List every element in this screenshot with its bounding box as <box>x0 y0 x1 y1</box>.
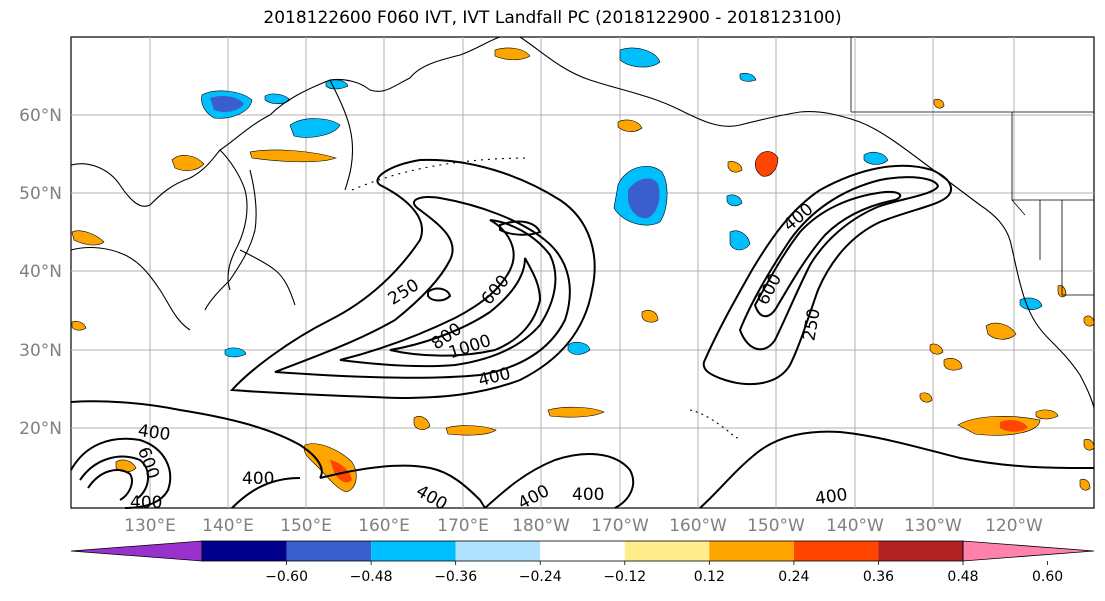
longitude-labels: 130°E 140°E 150°E 160°E 170°E 180°W 170°… <box>124 516 1043 536</box>
lon-label: 130°E <box>124 516 176 536</box>
lon-label: 120°W <box>985 516 1043 536</box>
lon-label: 160°E <box>358 516 410 536</box>
lon-label: 140°E <box>202 516 254 536</box>
colorbar-tick-label: 0.48 <box>947 569 978 585</box>
colorbar-tick-label: 0.60 <box>1032 569 1063 585</box>
lon-label: 140°W <box>826 516 884 536</box>
colorbar-tick-label: −0.36 <box>434 569 477 585</box>
lon-label: 150°W <box>747 516 805 536</box>
contour-label: 400 <box>130 493 162 513</box>
colorbar-tick-label: 0.24 <box>778 569 809 585</box>
colorbar-tick-label: −0.60 <box>265 569 308 585</box>
colorbar-swatch <box>878 541 963 561</box>
lat-label: 30°N <box>19 341 62 361</box>
contour-label: 400 <box>137 421 172 445</box>
map-title: 2018122600 F060 IVT, IVT Landfall PC (20… <box>263 8 842 28</box>
latitude-labels: 60°N 50°N 40°N 30°N 20°N <box>19 106 62 439</box>
colorbar-extend-high <box>962 540 1095 562</box>
lon-label: 170°E <box>437 516 489 536</box>
contour-label: 400 <box>814 485 849 509</box>
colorbar-tick-label: −0.24 <box>519 569 562 585</box>
ivt-contours <box>70 158 1094 509</box>
colorbar: −0.60 −0.48 −0.36 −0.24 −0.12 0.12 0.24 0.36 0.4… <box>70 540 1095 585</box>
lat-label: 50°N <box>19 184 62 204</box>
colorbar-extend-low <box>70 540 203 562</box>
colorbar-tick-label: 0.12 <box>694 569 725 585</box>
colorbar-swatch <box>709 541 794 561</box>
contour-label: 400 <box>242 469 274 489</box>
lon-label: 170°W <box>591 516 649 536</box>
lat-label: 60°N <box>19 106 62 126</box>
colorbar-swatch <box>286 541 372 561</box>
lat-label: 20°N <box>19 419 62 439</box>
coastlines <box>70 36 1095 439</box>
colorbar-tick-label: 0.36 <box>863 569 894 585</box>
colorbar-tick-label: −0.48 <box>350 569 393 585</box>
lon-label: 130°W <box>904 516 962 536</box>
colorbar-swatch <box>371 541 456 561</box>
lat-label: 40°N <box>19 262 62 282</box>
colorbar-tick-label: −0.12 <box>603 569 646 585</box>
colorbar-swatch <box>540 541 625 561</box>
contour-label: 400 <box>572 485 604 505</box>
colorbar-swatch <box>793 541 879 561</box>
colorbar-swatch <box>624 541 710 561</box>
colorbar-outline <box>201 540 964 562</box>
borders <box>850 37 1094 296</box>
colorbar-swatch <box>202 541 287 561</box>
colorbar-swatch <box>455 541 541 561</box>
lon-label: 160°W <box>669 516 727 536</box>
lon-label: 150°E <box>280 516 332 536</box>
lon-label: 180°W <box>512 516 570 536</box>
pc-shading <box>71 47 1095 493</box>
